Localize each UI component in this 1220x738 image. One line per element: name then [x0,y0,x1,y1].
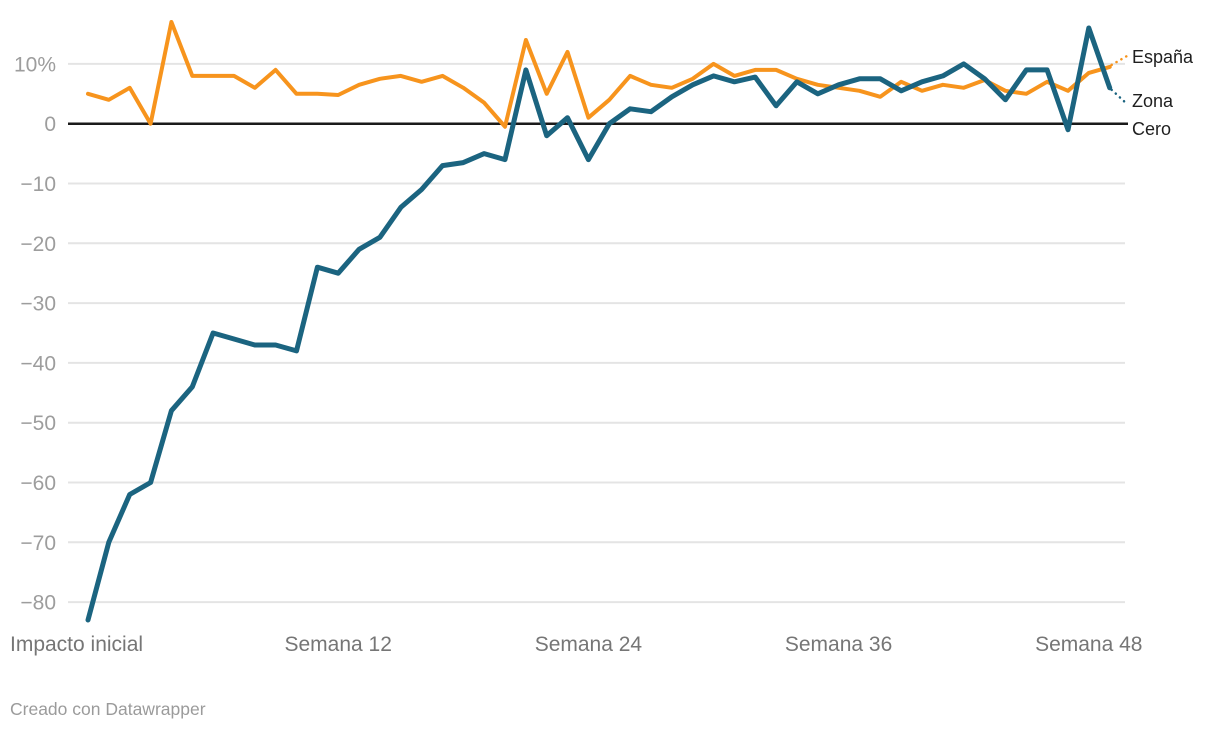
zero-line-label: Cero [1132,119,1172,139]
series-label-espana: España [1132,47,1194,67]
x-tick-label-2: Semana 24 [535,633,643,656]
y-tick-label-10: 10% [14,53,56,76]
x-tick-label-0: Impacto inicial [10,633,143,656]
y-tick-label--30: −30 [20,293,56,316]
x-tick-label-1: Semana 12 [284,633,391,656]
series-label-zona: Zona [1132,91,1174,111]
y-tick-label--20: −20 [20,233,56,256]
footer-credit: Creado con Datawrapper [10,699,206,719]
y-tick-label--70: −70 [20,532,56,555]
y-tick-label--10: −10 [20,173,56,196]
y-tick-label--40: −40 [20,352,56,375]
y-tick-label--50: −50 [20,412,56,435]
zona-label-connector [1110,88,1129,106]
espana-line [86,20,1112,129]
x-tick-label-4: Semana 48 [1035,633,1142,656]
zona-line [85,25,1113,623]
y-tick-label--80: −80 [20,592,56,615]
y-tick-label-0: 0 [44,113,56,136]
x-tick-label-3: Semana 36 [785,633,892,656]
y-tick-label--60: −60 [20,472,56,495]
